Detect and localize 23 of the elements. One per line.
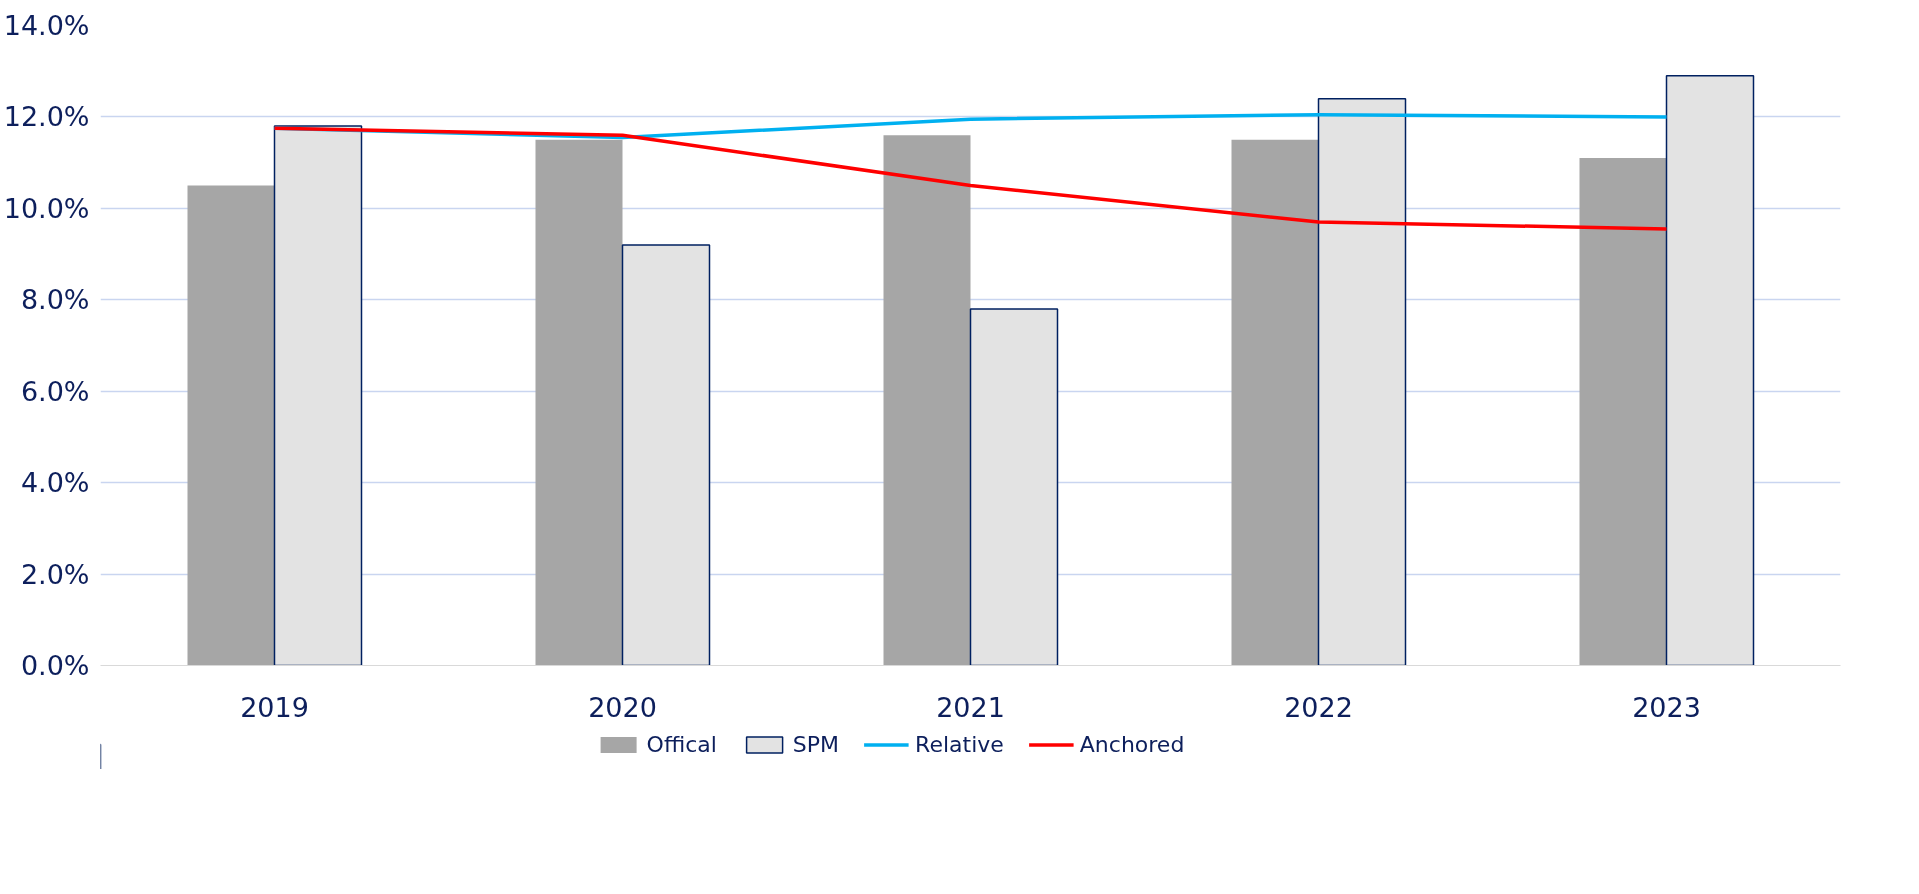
y-tick-label: 6.0% (20, 375, 90, 407)
x-tick-label: 2022 (1284, 691, 1353, 723)
legend-label: Relative (915, 731, 1004, 757)
y-tick-label: 2.0% (20, 558, 90, 590)
legend-label: SPM (792, 731, 840, 757)
bar (1231, 139, 1319, 666)
bar (187, 185, 275, 666)
y-tick-label: 0.0% (20, 650, 90, 681)
bar (1579, 158, 1667, 666)
x-tick-label: 2021 (936, 691, 1005, 723)
x-tick-label: 2023 (1632, 691, 1701, 723)
legend-label: Anchored (1079, 731, 1185, 757)
y-tick-label: 10.0% (3, 192, 90, 224)
bar (883, 135, 971, 666)
y-tick-label: 14.0% (3, 10, 90, 41)
x-tick-label: 2019 (240, 691, 309, 723)
y-tick-label: 8.0% (20, 284, 90, 316)
bar (535, 139, 623, 666)
y-tick-label: 4.0% (20, 467, 90, 499)
y-tick-label: 12.0% (3, 101, 90, 133)
line-series (272, 126, 1669, 231)
legend-label: Offical (646, 731, 717, 757)
x-tick-label: 2020 (588, 691, 657, 723)
